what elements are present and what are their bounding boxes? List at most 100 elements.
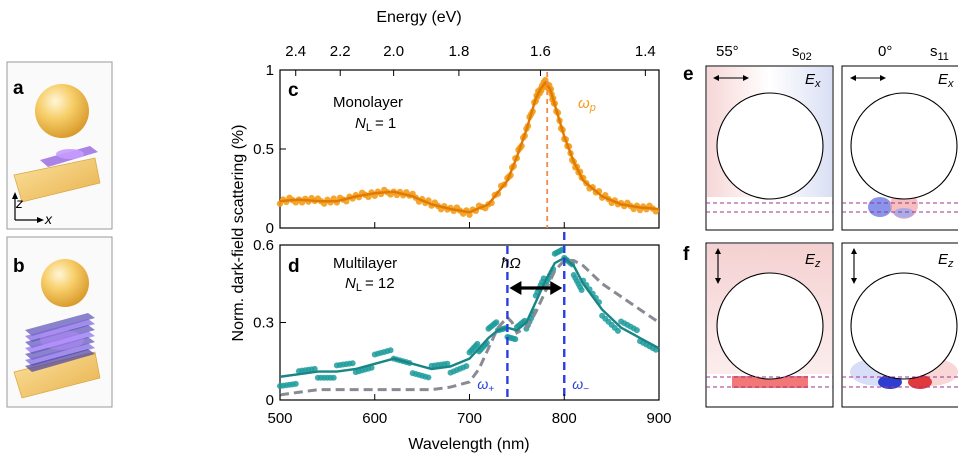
angle-55-label: 55° [716, 43, 739, 60]
field-map-e-right: Ex [841, 65, 958, 231]
omega-p-symbol: ω [578, 95, 590, 112]
multilayer-data-point [474, 340, 481, 347]
c-ytick-label: 0.5 [253, 141, 274, 158]
axis-x-label: x [44, 211, 53, 227]
multilayer-data-point [292, 380, 299, 387]
multilayer-data-point [330, 374, 337, 381]
panel-a: a z x [6, 61, 113, 230]
gold-nanosphere [35, 84, 89, 138]
energy-tick-label: 1.4 [635, 43, 656, 60]
multilayer-data-point [614, 327, 621, 334]
multilayer-data-point [349, 360, 356, 367]
panel-e-letter: e [683, 64, 694, 85]
field-ex-sub-2: x [947, 78, 954, 90]
energy-axis: Energy (eV) 2.4 2.2 2.0 1.8 1.6 1.4 [285, 9, 656, 76]
multilayer-data-point [493, 319, 500, 326]
wavelength-tick-label: 700 [457, 410, 482, 427]
c-ytick-label: 0 [266, 220, 274, 237]
mode-s02-symbol: s [792, 43, 800, 60]
energy-tick-label: 2.0 [383, 43, 404, 60]
field-ez-label-2: Ez [938, 251, 954, 270]
multilayer-data-point [311, 365, 318, 372]
field-ex-symbol-1: E [805, 71, 816, 88]
multilayer-stack [25, 313, 95, 372]
panel-c: 0 0.5 1 c Monolayer NL = 1 ωp [253, 62, 660, 237]
energy-tick-label: 2.2 [330, 43, 351, 60]
panel-a-letter: a [13, 78, 24, 99]
field-map-f-left: Ez [705, 242, 834, 408]
nl-sub-d: L [356, 282, 362, 294]
energy-tick-label: 2.4 [285, 43, 306, 60]
panel-d-letter: d [288, 256, 300, 277]
field-ex-label-2: Ex [938, 71, 954, 90]
field-ez-symbol-1: E [805, 251, 816, 268]
panel-f: f Ez Ez [683, 242, 958, 408]
panel-b-letter: b [13, 256, 25, 277]
mode-s11-symbol: s [930, 43, 938, 60]
panel-e: e 55° s02 0° s11 Ex [683, 43, 958, 231]
panel-c-nl: NL = 1 [355, 115, 396, 134]
nl-symbol: N [355, 115, 366, 132]
gold-nanosphere-b [41, 259, 89, 307]
multilayer-data-point [444, 360, 451, 367]
d-ytick-label: 0 [266, 392, 274, 409]
mode-s02-label: s02 [792, 43, 812, 63]
panel-d: 0 0.3 0.6 ω+ ω− d Multilayer NL = 12 ħΩ [253, 232, 660, 409]
panel-b: b [6, 236, 113, 408]
panel-d-nl: NL = 12 [345, 275, 395, 294]
omega-minus-label: ω− [572, 376, 589, 395]
multilayer-data-point [512, 336, 519, 343]
wavelength-tick-label: 900 [646, 410, 671, 427]
c-ytick-label: 1 [266, 62, 274, 79]
mode-s11-label: s11 [930, 43, 949, 63]
panel-d-title: Multilayer [333, 255, 397, 272]
gold-substrate [13, 157, 101, 203]
panel-f-letter: f [683, 244, 690, 265]
multilayer-data-point [633, 327, 640, 334]
wavelength-tick-label: 800 [552, 410, 577, 427]
d-ytick-label: 0.6 [253, 237, 274, 254]
monolayer-fit-line [279, 80, 660, 214]
field-map-f-right: Ez [841, 242, 958, 408]
field-ex-sub-1: x [814, 78, 821, 90]
y-axis-title: Norm. dark-field scattering (%) [230, 125, 247, 342]
wavelength-tick-label: 600 [362, 410, 387, 427]
wavelength-axis-title: Wavelength (nm) [408, 436, 529, 453]
d-ytick-label: 0.3 [253, 315, 274, 332]
field-ez-symbol-2: E [938, 251, 949, 268]
field-ez-sub-2: z [947, 258, 954, 270]
omega-p-label: ωp [578, 95, 596, 114]
angle-0-label: 0° [878, 43, 892, 60]
multilayer-data-point [425, 374, 432, 381]
panel-c-title: Monolayer [333, 94, 403, 111]
nl-value-d: = 12 [365, 275, 395, 292]
splitting-arrowhead-left [509, 281, 522, 295]
multilayer-data-point [387, 347, 394, 354]
nl-symbol-d: N [345, 275, 356, 292]
model-dashed-line [279, 259, 660, 397]
omega-p-sub: p [589, 102, 596, 114]
wavelength-axis: 500 600 700 800 900 Wavelength (nm) [267, 222, 672, 453]
field-ex-label-1: Ex [805, 71, 821, 90]
nl-sub: L [366, 122, 372, 134]
energy-tick-label: 1.6 [530, 43, 551, 60]
axis-z-label: z [15, 195, 23, 211]
omega-plus-label: ω+ [477, 376, 494, 395]
mode-s11-sub: 11 [938, 51, 949, 63]
mode-s02-sub: 02 [800, 51, 812, 63]
field-ez-label-1: Ez [805, 251, 821, 270]
field-ez-sub-1: z [814, 258, 821, 270]
energy-tick-label: 1.8 [448, 43, 469, 60]
splitting-arrowhead-right [550, 281, 563, 295]
energy-axis-title: Energy (eV) [376, 9, 461, 26]
hbar-omega-label: ħΩ [501, 255, 521, 272]
multilayer-fit-line [279, 256, 660, 378]
multilayer-data-point [463, 363, 470, 370]
wavelength-tick-label: 500 [267, 410, 292, 427]
panel-c-letter: c [288, 80, 299, 101]
field-map-e-left: Ex [705, 65, 834, 231]
nl-value: = 1 [375, 115, 396, 132]
multilayer-data-point [578, 287, 585, 294]
field-ex-symbol-2: E [938, 71, 949, 88]
